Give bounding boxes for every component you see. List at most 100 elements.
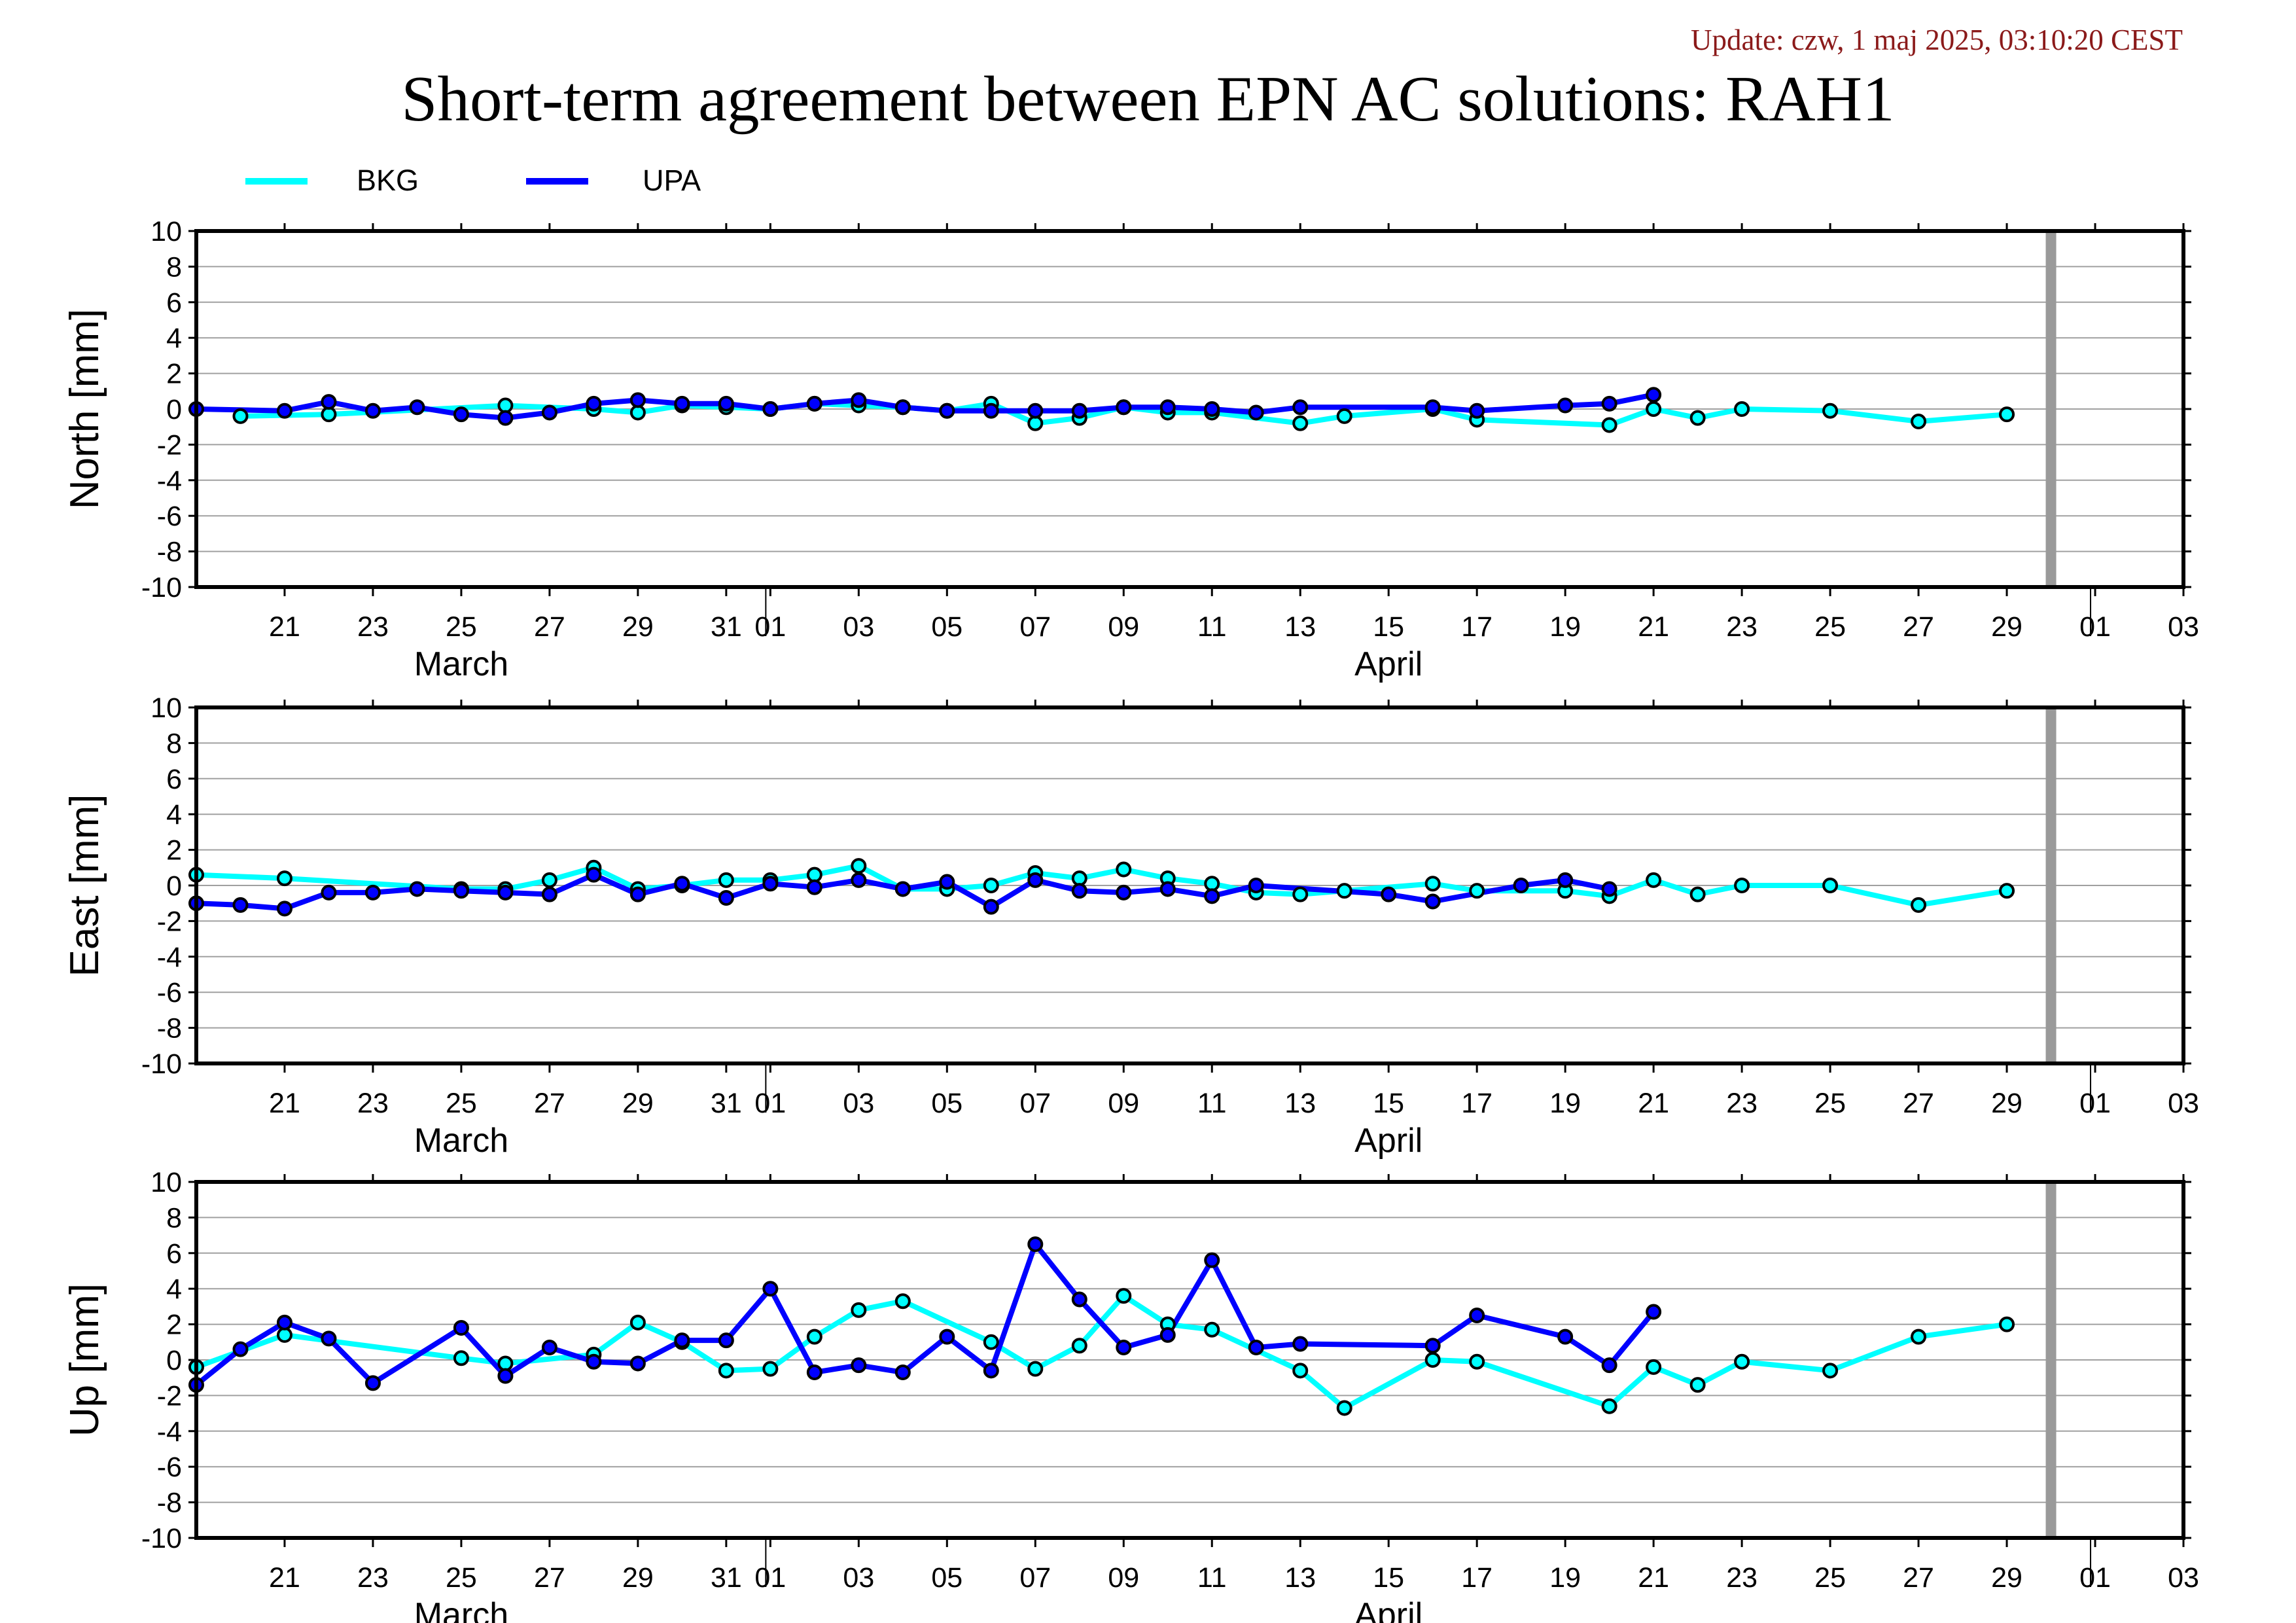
y-tick-label: 4	[166, 799, 182, 830]
data-point-bkg	[541, 872, 557, 888]
data-point-bkg	[1601, 417, 1617, 433]
data-point-upa	[1159, 881, 1176, 897]
x-tick-label: 29	[1991, 1562, 2022, 1594]
y-tick-label: -6	[157, 501, 182, 532]
current-date-marker	[2045, 231, 2057, 587]
x-tick-label: 01	[2079, 1562, 2111, 1594]
data-point-bkg	[1027, 415, 1044, 431]
data-point-bkg	[851, 858, 867, 874]
data-point-upa	[674, 1332, 690, 1349]
data-point-bkg	[1734, 878, 1750, 893]
data-point-bkg	[1071, 1338, 1087, 1354]
data-point-upa	[674, 876, 690, 892]
plot-frame	[194, 229, 2185, 589]
data-point-upa	[232, 1341, 249, 1357]
data-point-upa	[453, 1320, 469, 1336]
data-point-bkg	[762, 1361, 779, 1377]
data-point-bkg	[1469, 883, 1485, 899]
data-point-upa	[1248, 404, 1264, 421]
data-point-bkg	[1424, 1352, 1441, 1368]
x-tick-label: 27	[534, 611, 565, 643]
month-label: March	[414, 645, 508, 683]
data-point-upa	[718, 890, 734, 906]
data-point-upa	[894, 881, 911, 897]
data-point-upa	[364, 402, 381, 419]
data-point-bkg	[1336, 1400, 1352, 1416]
x-tick-label: 25	[1814, 1088, 1846, 1119]
data-point-upa	[1116, 884, 1132, 901]
y-axis-label: East [mm]	[62, 794, 107, 976]
y-axis-label: North [mm]	[62, 309, 107, 510]
month-label: April	[1354, 1596, 1422, 1623]
data-point-upa	[1513, 878, 1529, 893]
data-point-bkg	[718, 1363, 734, 1379]
data-point-upa	[1601, 395, 1617, 412]
x-tick-label: 17	[1461, 611, 1492, 643]
y-tick-label: -4	[157, 465, 182, 497]
data-point-bkg	[1822, 1363, 1839, 1379]
x-tick-label: 13	[1284, 611, 1316, 643]
data-point-bkg	[806, 866, 822, 883]
data-point-upa	[762, 1281, 779, 1297]
y-tick-label: 2	[166, 1310, 182, 1341]
y-tick-label: 2	[166, 359, 182, 390]
data-point-upa	[1159, 399, 1176, 416]
data-point-upa	[1292, 1336, 1309, 1352]
x-tick-label: 07	[1019, 1088, 1051, 1119]
data-point-upa	[321, 1330, 337, 1347]
y-tick-label: -6	[157, 977, 182, 1008]
x-tick-label: 29	[622, 611, 654, 643]
data-point-upa	[364, 1375, 381, 1391]
data-point-bkg	[497, 1355, 514, 1372]
y-tick-label: 6	[166, 1238, 182, 1270]
x-tick-label: 23	[357, 1562, 389, 1594]
y-tick-label: 10	[150, 216, 182, 247]
x-tick-label: 25	[446, 1088, 477, 1119]
data-point-upa	[1248, 1339, 1264, 1355]
y-tick-label: -4	[157, 1416, 182, 1448]
data-point-bkg	[321, 406, 337, 423]
data-point-bkg	[453, 1350, 469, 1366]
x-tick-label: 31	[711, 1088, 742, 1119]
data-point-upa	[1204, 888, 1220, 904]
x-tick-label: 11	[1197, 611, 1227, 643]
data-point-upa	[983, 899, 999, 915]
update-timestamp: Update: czw, 1 maj 2025, 03:10:20 CEST	[1691, 24, 2183, 56]
data-point-upa	[453, 406, 469, 423]
panel-1: -10 -8 -6 -4 -2 0 2 4 6 8 10 North [mm] 21 23 25 27 29 31…	[62, 216, 2199, 683]
x-tick-label: 31	[711, 611, 742, 643]
data-point-upa	[1646, 387, 1662, 403]
x-tick-label: 27	[1903, 611, 1934, 643]
x-tick-label: 01	[754, 1562, 786, 1594]
data-point-upa	[276, 402, 292, 419]
data-point-upa	[276, 1314, 292, 1330]
series-line-bkg	[195, 1293, 2007, 1411]
x-tick-label: 15	[1373, 1088, 1404, 1119]
plot-frame	[194, 1180, 2185, 1540]
x-tick-label: 25	[446, 611, 477, 643]
x-tick-label: 25	[1814, 1562, 1846, 1594]
data-point-upa	[1557, 872, 1574, 888]
x-tick-label: 23	[1726, 1562, 1757, 1594]
y-tick-label: -6	[157, 1452, 182, 1483]
data-point-upa	[232, 897, 249, 913]
data-point-upa	[851, 1357, 867, 1374]
data-point-upa	[894, 399, 911, 416]
x-tick-label: 23	[1726, 1088, 1757, 1119]
data-point-bkg	[629, 1314, 646, 1330]
data-point-upa	[1469, 1308, 1485, 1323]
data-point-upa	[364, 884, 381, 901]
chart-title: Short-term agreement between EPN AC solu…	[401, 63, 1895, 135]
month-label: March	[414, 1122, 508, 1160]
x-tick-label: 23	[1726, 611, 1757, 643]
x-tick-label: 05	[931, 611, 963, 643]
x-tick-label: 27	[1903, 1562, 1934, 1594]
data-point-upa	[1027, 402, 1044, 419]
x-tick-label: 29	[622, 1562, 654, 1594]
data-point-upa	[806, 879, 822, 895]
x-tick-label: 15	[1373, 611, 1404, 643]
x-tick-label: 21	[269, 1088, 300, 1119]
data-point-upa	[1071, 883, 1087, 899]
data-point-upa	[497, 1368, 514, 1384]
